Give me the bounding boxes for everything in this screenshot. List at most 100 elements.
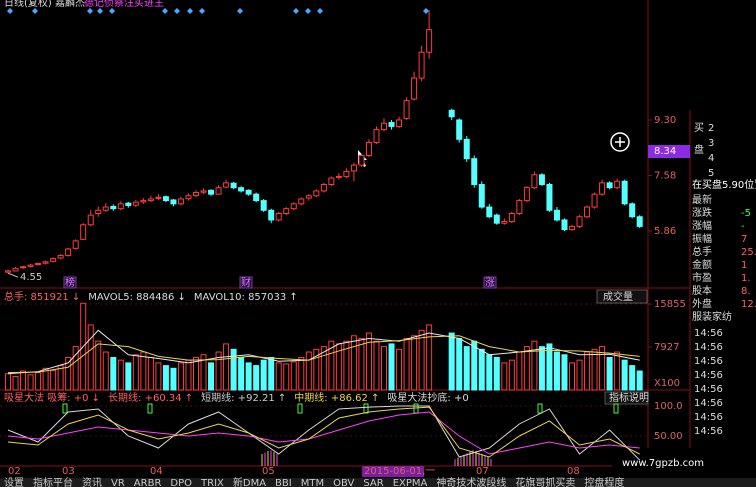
volume-bar [493,356,500,391]
tab[interactable]: 指标平台 [33,476,73,487]
volume-bar [57,365,64,391]
tab[interactable]: ARBR [134,478,162,487]
crosshair-icon[interactable] [610,132,630,152]
event-label: 财 [241,276,251,289]
volume-bar [373,340,380,391]
x-tick-label: 07 [476,466,489,477]
volume-bar [12,375,19,391]
volume-bar [245,362,252,391]
volume-bar [584,351,591,391]
side-label: 盘 [694,143,704,156]
side-row-value: 25. [741,247,756,258]
volume-bar [591,348,598,391]
tab[interactable]: BBI [275,478,292,487]
tab[interactable]: 控盘程度 [584,476,624,487]
candle-body [117,203,124,210]
volume-bar [388,343,395,391]
tab[interactable]: 神奇技术波段线 [436,476,506,487]
signal-diamond [317,8,323,14]
watermark-box [612,448,756,478]
y-tick-label: 50.00 [654,431,683,442]
volume-legend: MAVOL5: 884486 ↓ [88,292,186,303]
tab[interactable]: 设置 [4,477,24,487]
candle-body [245,189,252,195]
event-marker [63,276,77,289]
volume-bar [508,359,515,391]
side-time: 14:56 [694,412,723,423]
candle-body [193,192,199,196]
candle-body [546,183,553,211]
tab[interactable]: OBV [333,478,354,487]
tab[interactable]: 新DMA [233,476,266,487]
volume-bar [95,340,102,391]
low-price-pointer [7,272,19,278]
volume-bar [636,370,643,391]
signal-diamond [7,8,13,14]
candle-body [320,183,327,192]
candle-body [448,109,455,118]
candle-body [508,213,515,223]
candle-body [268,209,275,221]
candle-body [238,187,245,192]
tab[interactable]: MTM [301,478,324,487]
side-level: 4 [708,153,714,164]
side-industry: 服装家纺 [692,310,732,323]
candle-body [629,203,636,218]
side-row-value: 1 [741,260,747,271]
x-tick-label: 02 [8,466,21,477]
tab[interactable]: SAR [363,478,383,487]
signal-diamond [162,8,168,14]
chart-title: 日线(复权) 嘉麟杰 [4,0,85,9]
tab[interactable]: 花旗哥抓买卖 [515,476,575,487]
candle-body [343,171,350,177]
volume-bar [162,365,169,391]
candle-body [373,129,380,144]
watermark: www.7gpzb.com [622,458,704,469]
candle-body [132,201,139,206]
tab[interactable]: VR [111,478,125,487]
volume-dropdown[interactable] [596,289,648,304]
indicator-line [7,335,640,374]
indicator-button[interactable] [604,391,649,405]
tab[interactable]: DPO [170,478,192,487]
signal-diamond [423,8,429,14]
candle-body [493,214,500,224]
x-tick-label: 08 [567,466,580,477]
candle-body [57,254,64,259]
volume-bar [411,335,418,391]
tab[interactable]: TRIX [200,478,224,487]
signal-diamond [97,8,103,14]
side-row-value: 8. [741,286,751,297]
low-price-label: 4.55 [20,272,42,283]
candle-body [553,209,560,221]
volume-bar [561,354,568,391]
volume-bar [110,356,117,391]
side-row-label: 涨幅 [692,219,712,232]
volume-bar [313,348,320,391]
candle-body [614,180,621,189]
signal-diamond [237,8,243,14]
tab[interactable]: EXPMA [393,478,428,487]
candle-body [65,248,72,256]
volume-bar [396,348,403,391]
candle-body [591,193,598,208]
side-row-label: 涨跌 [692,206,712,219]
volume-bar [298,356,305,391]
candle-body [283,208,290,215]
candle-body [599,182,606,195]
signal-diamond [305,8,311,14]
tab[interactable]: 资讯 [82,477,102,487]
candle-body [584,206,591,218]
indicator-legend: 吸星大法抄底: +0 [387,391,468,404]
candle-body [396,119,403,127]
signal-diamond [293,8,299,14]
event-label: 榜 [65,276,75,289]
x-tick-label: 05 [262,466,275,477]
candle-body [531,174,538,189]
signal-diamond [87,8,93,14]
side-time: 14:56 [694,370,723,381]
candle-body [636,216,643,227]
side-row-label: 股本 [692,284,712,297]
volume-bar [132,354,139,391]
cursor-price-box [648,145,690,158]
